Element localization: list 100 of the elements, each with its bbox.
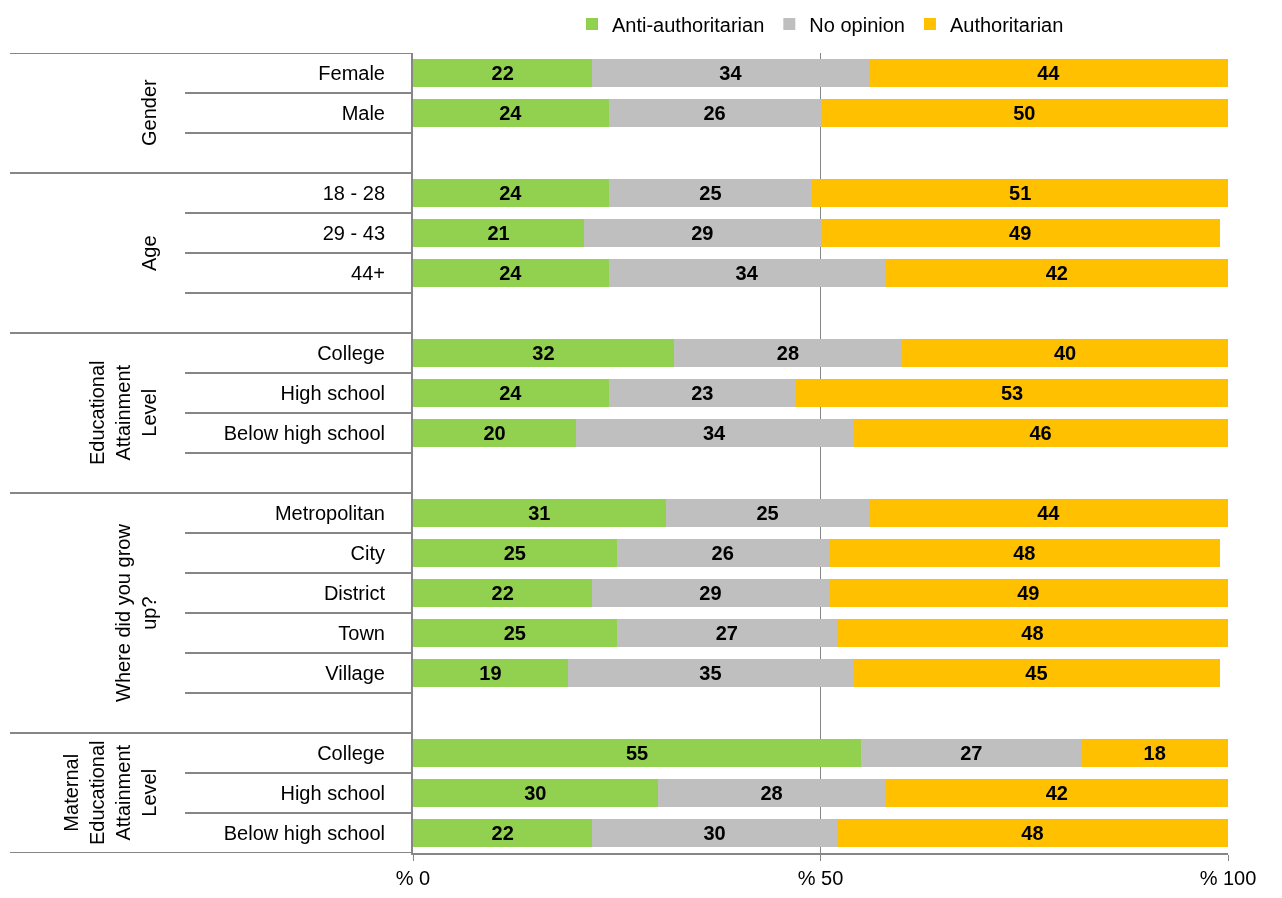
data-label: 29 [699,582,722,604]
bar [608,179,813,207]
data-label: 24 [499,182,523,204]
data-label: 19 [479,662,502,684]
data-label: 40 [1053,342,1077,364]
x-tick-label: % 100 [1199,866,1257,889]
data-label: 42 [1045,262,1068,284]
data-label: 27 [960,742,983,764]
data-label: 34 [735,262,759,284]
bar [413,619,617,647]
bar [665,499,870,527]
data-label: 26 [703,102,726,124]
data-label: 22 [491,822,514,844]
bar [567,659,854,687]
y-tick-label: Village [325,662,385,684]
bar [608,379,797,407]
bar [413,819,593,847]
bar [828,539,1220,567]
y-tick-label: District [323,582,386,604]
data-label: 44 [1037,62,1061,84]
bar [592,579,829,607]
bar [616,539,829,567]
data-label: 23 [691,382,714,404]
bar [592,819,837,847]
bar [1081,739,1228,767]
data-label: 45 [1025,662,1048,684]
y-tick-label: Female [318,62,385,84]
bar [413,99,609,127]
y-tick-label: College [317,342,385,364]
bar [673,339,902,367]
bar [413,339,674,367]
data-label: 25 [503,622,526,644]
data-label: 22 [491,62,514,84]
data-label: 34 [702,422,727,444]
data-label: 50 [1013,102,1036,124]
bar [820,219,1220,247]
bar [413,659,568,687]
bar [413,419,576,447]
data-label: 22 [491,582,514,604]
text: Maternal Educational Attainment Level [60,740,160,845]
y-tick-label: Male [341,102,385,124]
y-tick-label: 29 - 43 [322,222,385,244]
data-label: 44 [1037,502,1061,524]
data-label: 28 [776,342,800,364]
legend-label: No opinion [809,13,905,36]
data-label: 55 [626,742,649,764]
data-label: 32 [532,342,555,364]
data-label: 48 [1013,542,1036,564]
y-tick-label: High school [280,782,385,804]
bar [861,739,1082,767]
data-label: 26 [711,542,734,564]
data-label: 18 [1143,742,1166,764]
data-label: 30 [524,782,547,804]
y-tick-label: College [317,742,385,764]
bar [885,779,1228,807]
data-label: 25 [503,542,526,564]
bar [853,419,1228,447]
bar [796,379,1228,407]
bar [869,499,1228,527]
bar [592,59,870,87]
legend-label: Authoritarian [949,13,1064,36]
data-label: 24 [499,262,523,284]
bar [820,99,1228,127]
bar [608,99,821,127]
data-label: 25 [699,182,722,204]
x-tick-label: % 50 [797,866,844,889]
data-label: 24 [499,102,523,124]
data-label: 49 [1009,222,1032,244]
data-label: 25 [756,502,779,524]
bar [836,619,1228,647]
data-label: 42 [1045,782,1068,804]
data-label: 34 [719,62,743,84]
bar [413,739,862,767]
y-tick-label: Town [338,622,385,644]
y-tick-label: Below high school [223,422,385,444]
y-tick-label: Metropolitan [274,502,385,524]
bar [413,579,593,607]
data-label: 27 [715,622,738,644]
y-tick-label: City [350,542,385,564]
bar [413,219,585,247]
data-label: 24 [499,382,523,404]
bar [902,339,1228,367]
bar [608,259,886,287]
bar [657,779,886,807]
bar [584,219,821,247]
legend-label: Anti-authoritarian [612,13,765,36]
data-label: 28 [760,782,783,804]
bar [413,539,617,567]
data-label: 48 [1021,822,1044,844]
bar [853,659,1220,687]
bar [413,779,658,807]
data-label: 31 [528,502,551,524]
data-label: 48 [1021,622,1044,644]
bar [413,179,609,207]
bar [836,819,1228,847]
text: Where did you grow up? [112,523,160,702]
y-tick-label: 44+ [351,262,385,284]
text: Educational Attainment Level [86,360,160,465]
y-tick-label: High school [280,382,385,404]
data-label: 46 [1029,422,1052,444]
